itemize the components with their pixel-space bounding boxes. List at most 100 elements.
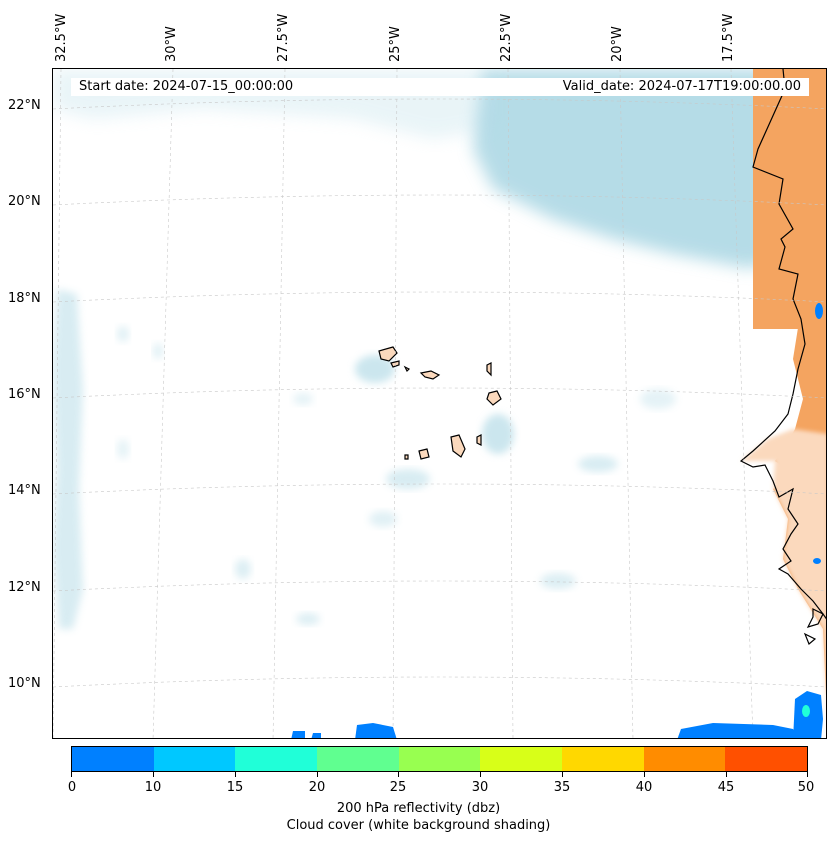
cloud-patch-south-6 [369,511,397,527]
cloud-patch-west-2 [153,343,163,359]
colorbar-label-50: 50 [797,780,815,795]
colorbar-tick-45 [726,772,727,777]
colorbar-label-45: 45 [717,780,735,795]
colorbar-label-20: 20 [308,780,326,795]
gridline-lat-10n [53,676,826,688]
colorbar-label-15: 15 [226,780,244,795]
colorbar-segment-45-50 [725,747,808,771]
island-sal [486,362,492,377]
colorbar-segment-10-15 [153,747,236,771]
lat-label-22n: 22°N [8,98,41,113]
cloud-patch-mid-1 [293,393,313,405]
colorbar [71,746,808,772]
lon-label-20w: 20°W [610,26,625,62]
gridline-lon-30w [152,69,174,738]
cloud-patch-south-5 [235,559,251,579]
colorbar-segment-30-35 [480,747,563,771]
coastline [739,69,826,645]
colorbar-label-0: 0 [67,780,77,795]
graticule [53,69,826,738]
colorbar-tick-35 [562,772,563,777]
colorbar-tick-15 [235,772,236,777]
cloud-mass-northeast [473,69,793,269]
valid-date: Valid_date: 2024-07-17T19:00:00.00 [562,79,801,94]
island-santa-luzia [403,365,411,373]
map-panel[interactable]: Start date: 2024-07-15_00:00:00 Valid_da… [52,68,827,739]
island-boa-vista [486,390,502,406]
colorbar-tick-40 [644,772,645,777]
colorbar-subtitle: Cloud cover (white background shading) [286,818,551,833]
island-sao-nicolau [419,370,441,380]
gridline-lat-22n [53,98,826,110]
map-canvas [53,69,826,738]
reflectivity-blob-south-1 [291,731,305,738]
colorbar-segment-15-20 [235,747,318,771]
colorbar-segment-35-40 [562,747,644,771]
gridline-lon-17-5w [730,69,754,738]
gridline-lat-14n [53,483,826,495]
lat-label-10n: 10°N [8,676,41,691]
colorbar-tick-20 [317,772,318,777]
cloud-patch-islands-nw [355,355,395,383]
lat-label-14n: 14°N [8,483,41,498]
lat-label-12n: 12°N [8,580,41,595]
cloud-patch-south-2 [578,456,618,472]
colorbar-tick-25 [398,772,399,777]
lon-label-32-5w: 32.5°W [54,13,69,62]
cloud-patch-south-3 [540,573,576,589]
lon-label-22-5w: 22.5°W [499,13,514,62]
island-maio [476,434,482,446]
reflectivity-blob-coast [815,303,823,319]
colorbar-segment-40-45 [643,747,726,771]
senegal-light-land [741,429,826,696]
lat-label-16n: 16°N [8,387,41,402]
lat-label-18n: 18°N [8,291,41,306]
lon-label-17-5w: 17.5°W [721,13,736,62]
colorbar-label-40: 40 [635,780,653,795]
lon-label-27-5w: 27.5°W [276,13,291,62]
reflectivity-core-south-5 [802,705,810,717]
gridline-lat-16n [53,387,826,399]
lon-label-25w: 25°W [388,26,403,62]
colorbar-tick-10 [153,772,154,777]
colorbar-segment-20-25 [317,747,399,771]
reflectivity-blob-south-3 [355,723,397,738]
island-brava [404,454,409,460]
colorbar-tick-30 [480,772,481,777]
start-date: Start date: 2024-07-15_00:00:00 [79,79,294,94]
cloud-patch-west-1 [117,326,129,342]
reflectivity-blob-south-2 [311,733,321,738]
colorbar-tick-0 [71,772,72,777]
gridline-lon-27-5w [272,69,286,738]
cloud-patch-west-3 [117,439,129,459]
colorbar-tick-50 [807,772,808,777]
cloud-band-west-edge [53,289,83,629]
colorbar-segment-0-10 [72,747,154,771]
reflectivity [291,303,823,738]
cloud-patch-mid-2 [640,389,676,409]
cloud-cover [53,69,793,629]
colorbar-label-35: 35 [553,780,571,795]
gridline-lon-22-5w [507,69,514,738]
island-santo-antao [378,346,398,362]
colorbar-label-10: 10 [144,780,162,795]
gridline-lon-20w [619,69,634,738]
coastline-main [739,69,826,620]
colorbar-label-30: 30 [471,780,489,795]
cape-verde-islands [378,346,502,460]
lon-label-30w: 30°W [164,26,179,62]
island-fogo [418,448,430,460]
gridline-lat-20n [53,194,826,206]
cloud-patch-south-4 [296,613,320,625]
gridline-lat-18n [53,291,826,303]
date-info-bar: Start date: 2024-07-15_00:00:00 Valid_da… [71,78,809,96]
lat-label-20n: 20°N [8,194,41,209]
reflectivity-blob-senegal [813,558,821,564]
gridline-lon-25w [392,69,398,738]
gridline-lat-12n [53,580,826,592]
cloud-patch-islands-e [482,414,514,454]
colorbar-segment-25-30 [398,747,481,771]
cloud-patch-south-1 [386,469,430,489]
coastline-bissagos [803,608,824,645]
reflectivity-blob-south-4 [677,723,798,738]
